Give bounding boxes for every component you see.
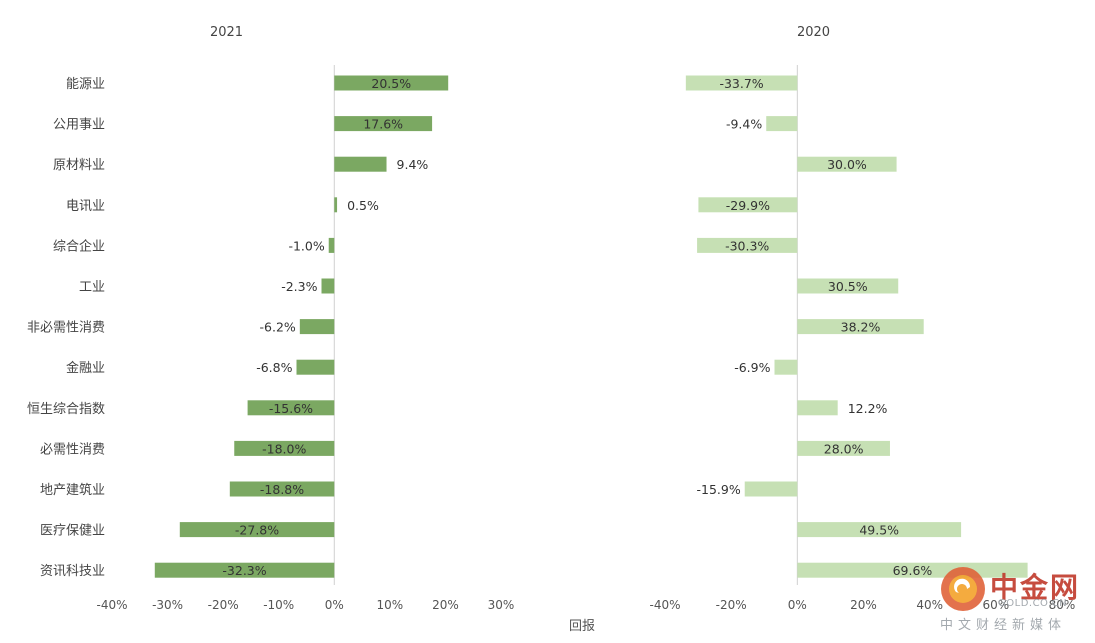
- data-label-2021: -27.8%: [235, 523, 279, 538]
- category-label: 医疗保健业: [40, 524, 105, 539]
- tick-label-2021: 20%: [432, 598, 459, 612]
- data-label-2021: -6.2%: [260, 320, 296, 335]
- panel-2020: 2020 -40% -20% 0% 20% 40% 60% 80% -33.7% -9.4% 30.…: [649, 25, 1075, 612]
- tick-label-2020: 20%: [850, 598, 877, 612]
- chart-title-2021: 2021: [210, 25, 243, 40]
- data-label-2021: -32.3%: [222, 563, 266, 578]
- data-label-2020: 69.6%: [893, 563, 933, 578]
- watermark-logo: 中金网 GOLD.CO.CN 中文财经新媒体: [938, 566, 1088, 634]
- category-label: 公用事业: [53, 118, 105, 133]
- tick-label-2021: -10%: [263, 598, 294, 612]
- category-label: 非必需性消费: [27, 321, 105, 336]
- bar-2020: [766, 116, 798, 132]
- category-label: 资讯科技业: [40, 564, 105, 579]
- watermark-title: 中金网: [990, 571, 1081, 604]
- bar-2020: [797, 400, 838, 416]
- data-label-2020: 28.0%: [824, 441, 864, 456]
- data-label-2020: -15.9%: [696, 482, 740, 497]
- data-label-2021: -2.3%: [281, 279, 317, 294]
- category-label: 原材料业: [53, 158, 105, 173]
- bar-2020: [774, 359, 798, 375]
- data-label-2021: -18.8%: [260, 482, 304, 497]
- bar-2021: [334, 116, 433, 132]
- data-label-2020: -30.3%: [725, 238, 769, 253]
- watermark-slogan: 中文财经新媒体: [940, 618, 1067, 633]
- tick-label-2020: 80%: [1049, 598, 1076, 612]
- category-label: 综合企业: [53, 238, 105, 254]
- bar-2020: [797, 319, 924, 335]
- tick-label-2020: 0%: [788, 598, 807, 612]
- tick-label-2021: -40%: [96, 598, 127, 612]
- bar-2020: [698, 197, 798, 213]
- bar-2021: [229, 481, 335, 497]
- bar-2021: [179, 522, 335, 538]
- data-label-2020: 12.2%: [848, 401, 888, 416]
- tick-label-2020: 60%: [982, 598, 1009, 612]
- tick-label-2020: -40%: [649, 598, 680, 612]
- bar-2021: [328, 237, 335, 253]
- data-label-2021: -1.0%: [288, 238, 324, 253]
- bar-2020: [797, 440, 890, 456]
- bar-2021: [154, 562, 335, 578]
- category-label: 金融业: [66, 360, 105, 376]
- chart-title-2020: 2020: [797, 25, 830, 40]
- category-label: 必需性消费: [40, 442, 105, 457]
- data-label-2020: -33.7%: [719, 76, 763, 91]
- bar-2021: [247, 400, 335, 416]
- category-label: 恒生综合指数: [27, 402, 105, 417]
- bar-2020: [797, 278, 899, 294]
- bar-2020: [697, 237, 798, 253]
- category-label: 能源业: [66, 77, 105, 92]
- bar-2020: [797, 522, 962, 538]
- data-label-2021: 17.6%: [363, 117, 403, 132]
- data-label-2020: 49.5%: [859, 523, 899, 538]
- data-label-2020: 30.5%: [828, 279, 868, 294]
- bar-2021: [234, 440, 335, 456]
- bar-2021: [334, 156, 387, 172]
- watermark-domain: GOLD.CO.CN: [998, 598, 1068, 609]
- tick-label-2021: 30%: [488, 598, 515, 612]
- tick-label-2021: -20%: [208, 598, 239, 612]
- panel-2021: 2021 -40% -30% -20% -10% 0% 10% 20% 30% 20.5% 能源业 1…: [27, 25, 514, 612]
- bar-2021: [334, 75, 449, 91]
- bar-2020: [744, 481, 798, 497]
- data-label-2020: -29.9%: [726, 198, 770, 213]
- data-label-2020: 38.2%: [841, 320, 881, 335]
- data-label-2020: -9.4%: [726, 117, 762, 132]
- bar-2020: [797, 156, 897, 172]
- bar-2021: [296, 359, 335, 375]
- tick-label-2021: 0%: [325, 598, 344, 612]
- bar-2021: [334, 197, 338, 213]
- data-label-2021: -18.0%: [262, 441, 306, 456]
- tick-label-2021: 10%: [377, 598, 404, 612]
- data-label-2021: -6.8%: [256, 360, 292, 375]
- data-label-2021: 0.5%: [347, 198, 379, 213]
- data-label-2021: 20.5%: [371, 76, 411, 91]
- tick-label-2020: -20%: [716, 598, 747, 612]
- logo-mark-icon: [941, 567, 985, 611]
- bar-2020: [685, 75, 798, 91]
- data-label-2021: -15.6%: [269, 401, 313, 416]
- tick-label-2020: 40%: [916, 598, 943, 612]
- bar-2021: [321, 278, 335, 294]
- bar-2021: [299, 319, 335, 335]
- tick-label-2021: -30%: [152, 598, 183, 612]
- data-label-2020: 30.0%: [827, 157, 867, 172]
- data-label-2020: -6.9%: [734, 360, 770, 375]
- x-axis-label: 回报: [569, 619, 595, 634]
- category-label: 工业: [79, 280, 105, 295]
- category-label: 电讯业: [66, 199, 105, 214]
- category-label: 地产建筑业: [40, 482, 105, 498]
- data-label-2021: 9.4%: [397, 157, 429, 172]
